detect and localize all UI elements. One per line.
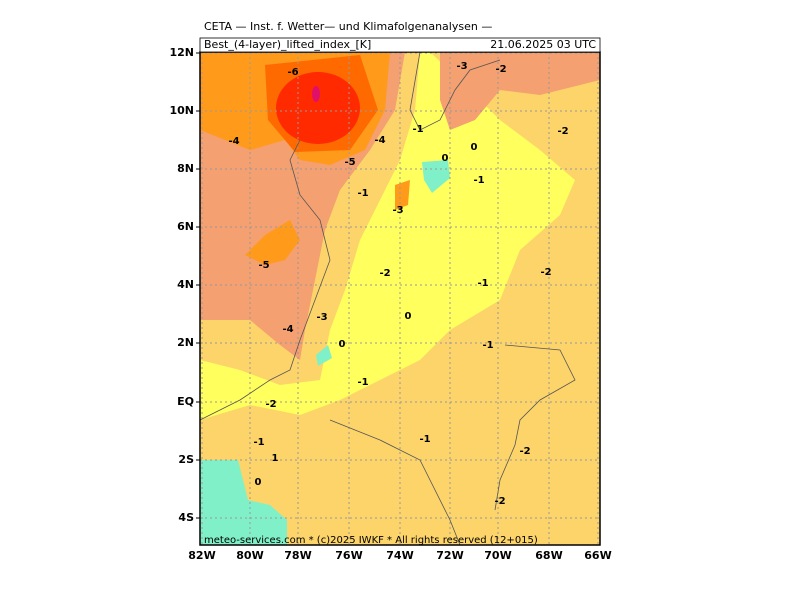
contour-label: -4 — [282, 324, 293, 335]
contour-label: 0 — [442, 153, 449, 164]
contour-label: -2 — [557, 126, 568, 137]
contour-label: 0 — [405, 311, 412, 322]
field-shading — [200, 52, 600, 545]
contour-label: -2 — [379, 268, 390, 279]
contour-label: -2 — [519, 446, 530, 457]
lat-label: 6N — [177, 220, 194, 233]
lon-label: 72W — [436, 549, 463, 562]
lon-label: 76W — [335, 549, 362, 562]
footer: meteo-services.com * (c)2025 IWKF * All … — [204, 535, 538, 546]
lon-label: 66W — [584, 549, 611, 562]
contour-label: -2 — [540, 267, 551, 278]
contour-label: 0 — [471, 142, 478, 153]
labels: 12N 10N 8N 6N 4N 2N EQ 2S 4S 82W 80W 78W 76W 74W 72W 70… — [169, 46, 611, 562]
lat-label: 4N — [177, 278, 194, 291]
header-box — [199, 37, 601, 53]
lon-label: 78W — [284, 549, 311, 562]
lon-label: 80W — [236, 549, 263, 562]
lat-label: 4S — [178, 511, 194, 524]
contour-label: -1 — [412, 124, 423, 135]
contour-label: -1 — [357, 188, 368, 199]
contour-label: 0 — [255, 477, 262, 488]
lat-label: 10N — [169, 104, 194, 117]
contour-label: -2 — [495, 64, 506, 75]
lat-label: 2N — [177, 336, 194, 349]
contour-label: -2 — [265, 399, 276, 410]
contour-label: -4 — [374, 135, 385, 146]
contour-label: -1 — [477, 278, 488, 289]
lat-label: 12N — [169, 46, 194, 59]
lat-label: 8N — [177, 162, 194, 175]
lon-label: 70W — [484, 549, 511, 562]
contour-label: -3 — [392, 205, 403, 216]
lon-label: 74W — [386, 549, 413, 562]
contour-label: -1 — [473, 175, 484, 186]
contour-label: -5 — [344, 157, 355, 168]
lat-label: EQ — [177, 395, 194, 408]
contour-label: 0 — [339, 339, 346, 350]
lon-label: 82W — [188, 549, 215, 562]
lon-label: 68W — [535, 549, 562, 562]
contour-label: -5 — [258, 260, 269, 271]
contour-label: -1 — [419, 434, 430, 445]
contour-label: 1 — [272, 453, 279, 464]
contour-label: -1 — [357, 377, 368, 388]
lat-label: 2S — [178, 453, 194, 466]
contour-label: -6 — [287, 67, 298, 78]
contour-label: -2 — [494, 496, 505, 507]
contour-label: -3 — [456, 61, 467, 72]
valid-time: 21.06.2025 03 UTC — [490, 38, 596, 51]
field-name: Best_(4-layer)_lifted_index_[K] — [204, 38, 371, 51]
title: CETA — Inst. f. Wetter— und Klimafolgena… — [204, 20, 492, 33]
contour-label: -3 — [316, 312, 327, 323]
contour-label: -1 — [482, 340, 493, 351]
coastlines — [200, 52, 576, 545]
graticule — [196, 52, 600, 545]
contour-label: -4 — [228, 136, 239, 147]
contour-label: -1 — [253, 437, 264, 448]
